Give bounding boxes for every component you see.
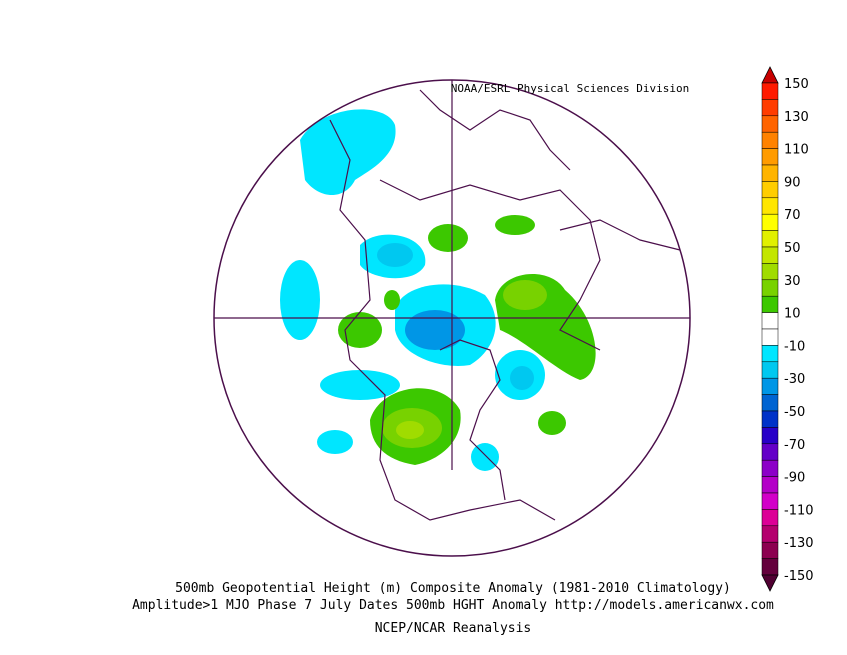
colorbar-label: 10 [784,307,801,322]
colorbar-band [761,99,779,117]
caption: Amplitude>1 MJO Phase 7 July Dates 500mb… [132,598,774,613]
colorbar-band [761,525,779,543]
caption: 500mb Geopotential Height (m) Composite … [175,581,731,596]
colorbar-band [761,279,779,297]
colorbar-band [761,148,779,166]
colorbar-label: -10 [784,339,805,354]
colorbar-band [761,427,779,445]
colorbar-band [761,115,779,133]
colorbar-band [761,541,779,559]
colorbar-band [761,492,779,510]
coastlines [329,89,681,521]
colorbar-band [761,328,779,346]
colorbar-band [761,295,779,313]
colorbar-label: 50 [784,241,801,256]
colorbar-label: -110 [784,503,814,518]
colorbar-label: -70 [784,438,805,453]
colorbar-label: -50 [784,405,805,420]
colorbar-label: 90 [784,175,801,190]
colorbar-band [761,394,779,412]
colorbar-band [761,181,779,199]
caption: NCEP/NCAR Reanalysis [375,621,532,636]
colorbar-band [761,509,779,527]
credit: NOAA/ESRL Physical Sciences Division [451,82,689,95]
colorbar-label: -150 [784,569,814,584]
colorbar-label: -90 [784,471,805,486]
colorbar-band [761,558,779,576]
colorbar-band [761,82,779,100]
colorbar-label: 130 [784,110,809,125]
colorbar-band [761,443,779,461]
colorbar-arrow [761,574,779,592]
colorbar-band [761,131,779,149]
colorbar: 150 130 110 90 70 50 30 10 -10 -30 -50 -70 -90 -110 -1… [761,66,814,592]
colorbar-label: 30 [784,274,801,289]
colorbar-label: -130 [784,536,814,551]
colorbar-band [761,345,779,363]
colorbar-band [761,476,779,494]
colorbar-label: 150 [784,77,809,92]
colorbar-arrow [761,66,779,84]
colorbar-band [761,312,779,330]
colorbar-band [761,246,779,264]
colorbar-band [761,230,779,248]
colorbar-band [761,459,779,477]
colorbar-band [761,213,779,231]
colorbar-label: 70 [784,208,801,223]
colorbar-band [761,410,779,428]
colorbar-band [761,197,779,215]
colorbar-label: 110 [784,143,809,158]
map-border [213,79,691,557]
colorbar-band [761,263,779,281]
colorbar-band [761,164,779,182]
colorbar-label: -30 [784,372,805,387]
colorbar-band [761,377,779,395]
colorbar-band [761,361,779,379]
